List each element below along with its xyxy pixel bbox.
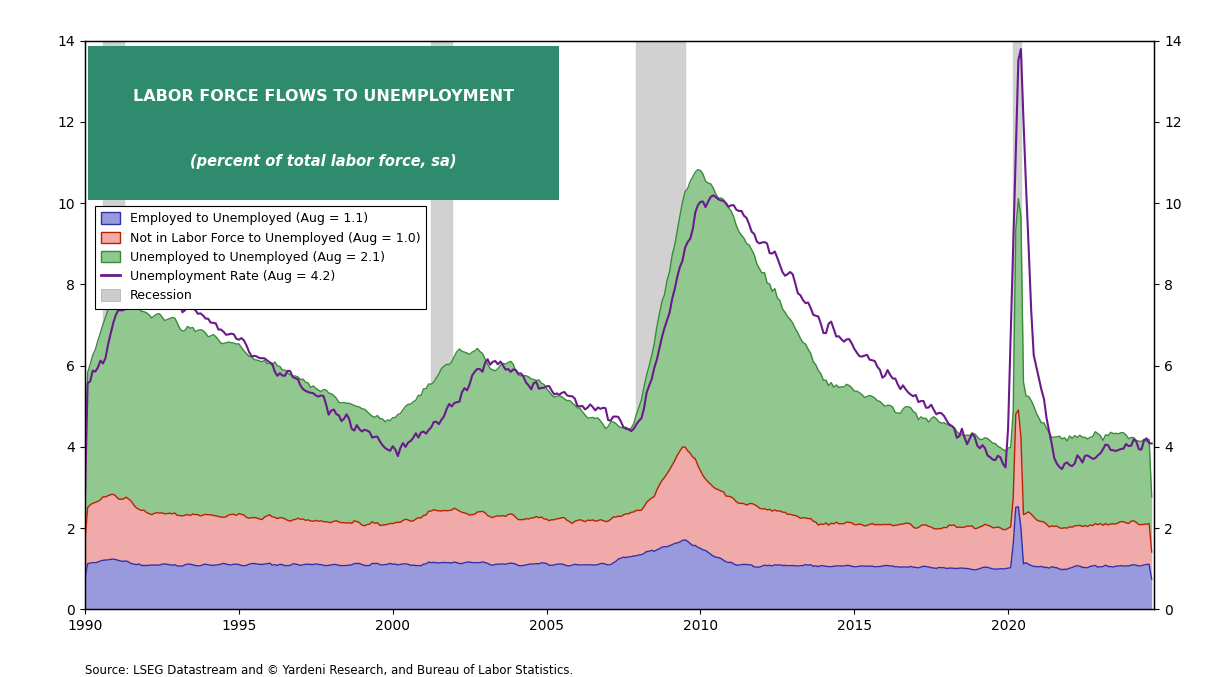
Bar — [103, 41, 124, 609]
Bar — [431, 41, 452, 609]
Bar — [1013, 41, 1021, 609]
FancyBboxPatch shape — [89, 46, 559, 200]
Bar — [637, 41, 685, 609]
Legend: Employed to Unemployed (Aug = 1.1), Not in Labor Force to Unemployed (Aug = 1.0): Employed to Unemployed (Aug = 1.1), Not … — [95, 206, 426, 309]
Text: Source: LSEG Datastream and © Yardeni Research, and Bureau of Labor Statistics.: Source: LSEG Datastream and © Yardeni Re… — [85, 663, 573, 676]
Text: (percent of total labor force, sa): (percent of total labor force, sa) — [191, 154, 457, 169]
Text: LABOR FORCE FLOWS TO UNEMPLOYMENT: LABOR FORCE FLOWS TO UNEMPLOYMENT — [132, 89, 514, 104]
